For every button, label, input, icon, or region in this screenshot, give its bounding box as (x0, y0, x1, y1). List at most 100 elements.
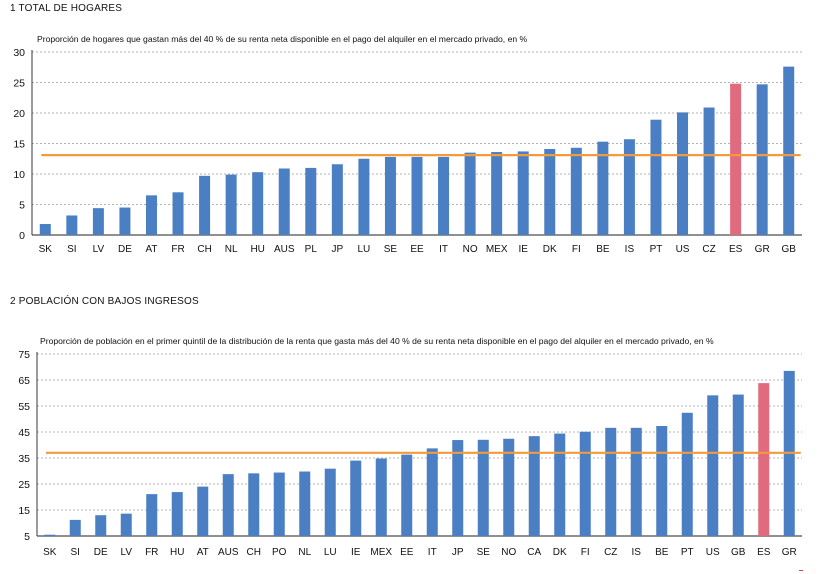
chart1-bar-aus (278, 168, 290, 235)
chart2-title: 2 POBLACIÓN CON BAJOS INGRESOS (10, 296, 199, 307)
chart1-bar-it (438, 156, 450, 235)
chart1-xtick-label: DE (118, 244, 132, 255)
chart1-xtick-label: LV (93, 244, 105, 255)
chart2-xtick-label: NL (298, 547, 311, 558)
chart2-bar-fi (579, 431, 591, 536)
chart1-ytick-label: 5 (19, 200, 25, 212)
chart2-bar-jp (452, 440, 464, 536)
chart2-xtick-label: SE (477, 547, 491, 558)
chart1-xtick-label: BE (596, 244, 610, 255)
chart2-xtick-label: JP (452, 547, 464, 558)
chart1-bar-hu (252, 172, 264, 235)
chart2-xtick-label: LU (324, 547, 337, 558)
chart2-xtick-label: IE (351, 547, 361, 558)
chart1-xtick-label: US (676, 244, 690, 255)
chart1-bar-ee (411, 156, 423, 235)
chart2-ytick-label: 75 (18, 349, 30, 361)
chart1-xtick-label: GR (755, 244, 770, 255)
chart1-xtick-label: AT (145, 244, 157, 255)
chart1-bar-ie (517, 151, 529, 235)
chart2-xtick-label: ES (757, 547, 771, 558)
chart1-bar-no (464, 152, 476, 235)
chart2-ytick-label: 25 (18, 479, 30, 491)
chart2-bar-us (707, 395, 719, 536)
chart1-bar-si (66, 215, 78, 235)
chart1-bar-dk (544, 148, 556, 235)
chart2-xtick-label: US (706, 547, 720, 558)
chart2-xtick-label: EE (400, 547, 414, 558)
chart2-bar-es (758, 383, 770, 536)
chart1-bar-pl (305, 167, 317, 235)
chart1-bar-es (730, 83, 742, 235)
chart1-bar-pt (650, 119, 662, 235)
chart1-subtitle: Proporción de hogares que gastan más del… (37, 34, 528, 44)
chart2-xtick-label: SK (43, 547, 57, 558)
chart1-title: 1 TOTAL DE HOGARES (10, 3, 123, 14)
chart1-ytick-label: 25 (13, 78, 25, 90)
chart2-xtick-label: CA (527, 547, 541, 558)
corner-mark (799, 570, 803, 571)
chart1-bar-be (597, 141, 609, 235)
chart1-xtick-label: NO (463, 244, 478, 255)
chart2-ytick-label: 35 (18, 453, 30, 465)
chart1-bar-lu (358, 158, 370, 235)
chart2-bar-se (477, 439, 489, 536)
chart2-bar-hu (171, 492, 183, 536)
chart2-bar-aus (222, 474, 234, 536)
chart1-xtick-label: NL (225, 244, 238, 255)
chart1-bar-cz (703, 107, 715, 235)
chart2-bar-pt (681, 412, 693, 536)
chart2-bar-is (630, 427, 642, 536)
chart1-bar-fi (570, 147, 582, 235)
chart1-xtick-label: HU (250, 244, 264, 255)
chart1-bar-us (677, 112, 689, 235)
chart1-xtick-label: IT (439, 244, 448, 255)
chart1-bar-at (145, 195, 157, 235)
chart2-xtick-label: CZ (604, 547, 617, 558)
chart1-xtick-label: ES (729, 244, 743, 255)
chart2-xtick-label: HU (170, 547, 184, 558)
chart2-xtick-label: FR (145, 547, 158, 558)
chart2-bar-no (503, 438, 515, 536)
chart2-bar-po (273, 472, 285, 536)
chart2-xtick-label: DE (94, 547, 108, 558)
chart2-bar-it (426, 448, 438, 536)
chart2-bar-si (69, 519, 81, 536)
chart1-bar-de (119, 207, 131, 235)
chart1-bar-sk (39, 224, 51, 235)
chart1-xtick-label: LU (357, 244, 370, 255)
chart2-bar-gb (732, 394, 744, 536)
chart2-bar-ca (528, 436, 540, 536)
chart2-bar-ch (248, 473, 260, 536)
chart1-ytick-label: 20 (13, 108, 25, 120)
chart2-xtick-label: GR (782, 547, 797, 558)
chart1-xtick-label: FI (572, 244, 581, 255)
chart1-xtick-label: GB (781, 244, 796, 255)
chart2-xtick-label: NO (501, 547, 516, 558)
chart1-ytick-label: 10 (13, 169, 25, 181)
chart2-xtick-label: AUS (218, 547, 239, 558)
chart1-xtick-label: IE (518, 244, 528, 255)
chart2-bar-fr (146, 494, 158, 536)
chart2-bar-dk (554, 433, 566, 536)
chart2-ytick-label: 65 (18, 375, 30, 387)
chart1-xtick-label: DK (543, 244, 557, 255)
chart2-xtick-label: BE (655, 547, 669, 558)
chart2-ytick-label: 5 (24, 531, 30, 543)
chart2-subtitle: Proporción de población en el primer qui… (40, 336, 714, 346)
chart2-xtick-label: IS (632, 547, 642, 558)
chart1-xtick-label: AUS (274, 244, 295, 255)
chart1-ytick-label: 15 (13, 139, 25, 151)
chart1-xtick-label: CZ (702, 244, 715, 255)
chart1-bar-gb (783, 66, 795, 235)
chart2-xtick-label: MEX (370, 547, 392, 558)
chart2-bar-ie (350, 460, 362, 536)
chart2-xtick-label: SI (71, 547, 80, 558)
chart1-xtick-label: SI (67, 244, 76, 255)
chart1-xtick-label: CH (197, 244, 211, 255)
chart2-bar-sk (44, 534, 56, 536)
chart2-bar-at (197, 486, 209, 536)
chart2-bar-nl (299, 471, 311, 536)
chart2-xtick-label: GB (731, 547, 746, 558)
